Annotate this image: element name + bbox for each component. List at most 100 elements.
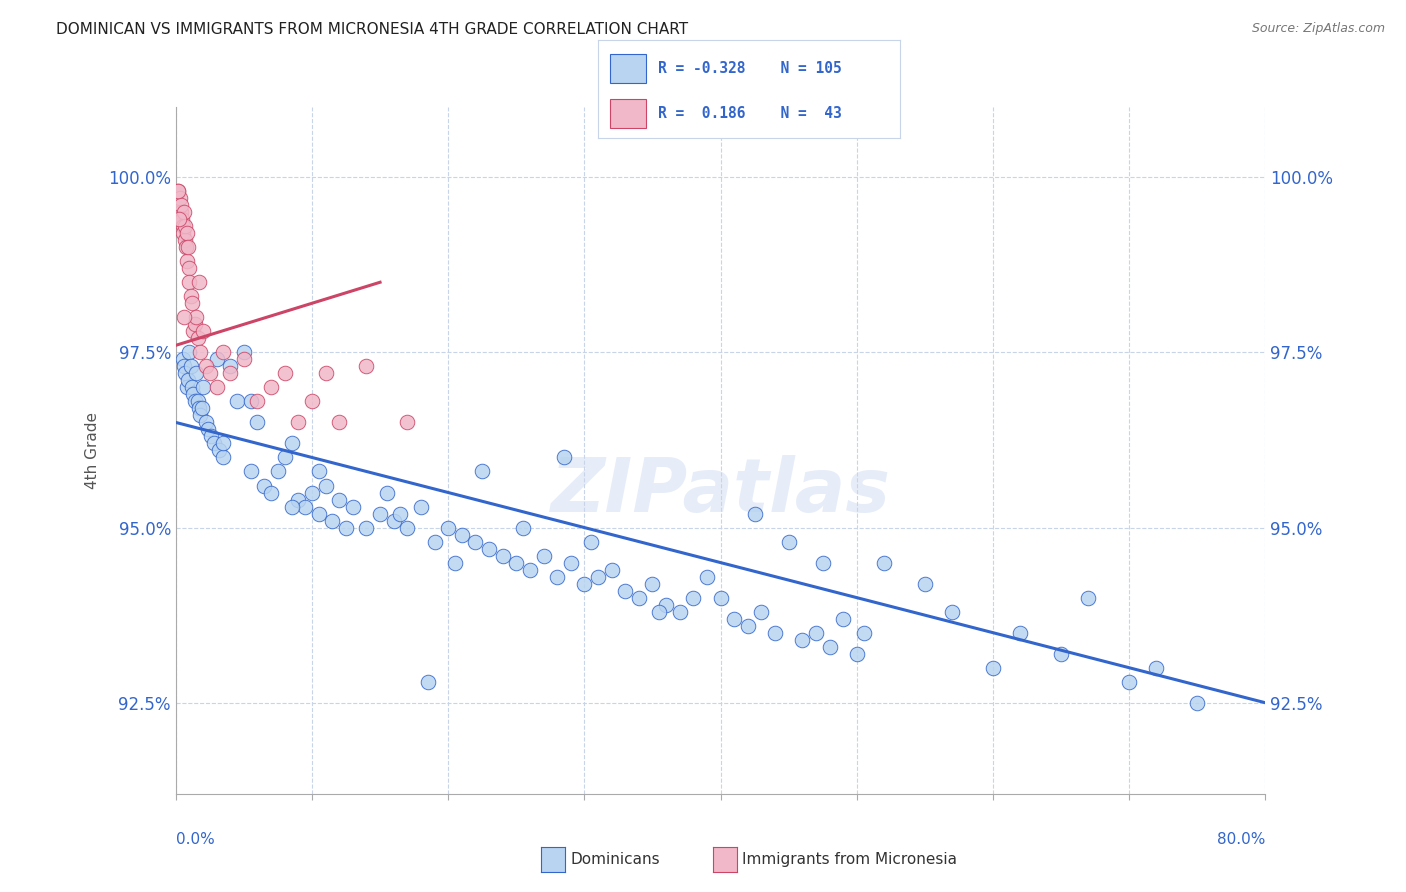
Point <box>416 674 439 689</box>
Point <box>172 219 194 234</box>
Point <box>219 367 242 381</box>
Point <box>941 605 963 619</box>
Point <box>184 394 207 409</box>
Point <box>179 345 201 359</box>
Point <box>246 416 269 430</box>
Point <box>181 296 204 310</box>
Point <box>200 429 222 443</box>
Point <box>274 367 297 381</box>
Point <box>696 569 718 583</box>
Point <box>170 198 193 212</box>
Point <box>981 661 1004 675</box>
Point <box>1010 625 1032 640</box>
Point <box>845 647 868 661</box>
Point <box>389 507 412 521</box>
Point <box>321 514 343 528</box>
Point <box>308 507 330 521</box>
Point <box>212 345 235 359</box>
Point <box>253 478 276 492</box>
Point <box>180 289 202 303</box>
Text: ZIPatlas: ZIPatlas <box>551 455 890 528</box>
Point <box>239 394 262 409</box>
Point <box>183 324 205 338</box>
Point <box>176 380 198 394</box>
Point <box>194 359 217 374</box>
Point <box>239 465 262 479</box>
Point <box>174 240 197 254</box>
Point <box>682 591 704 605</box>
Point <box>212 436 235 450</box>
Point <box>173 310 195 325</box>
Point <box>315 367 337 381</box>
Point <box>186 310 208 325</box>
Point <box>174 219 197 234</box>
Text: 80.0%: 80.0% <box>1218 831 1265 847</box>
Text: R = -0.328    N = 105: R = -0.328 N = 105 <box>658 61 842 76</box>
Point <box>197 422 219 436</box>
Point <box>492 549 515 563</box>
Point <box>396 520 419 534</box>
Text: Immigrants from Micronesia: Immigrants from Micronesia <box>742 853 957 867</box>
Point <box>627 591 650 605</box>
Point <box>1146 661 1168 675</box>
Point <box>723 612 745 626</box>
Point <box>294 500 316 514</box>
Point <box>579 534 602 549</box>
Point <box>167 184 190 198</box>
Point <box>260 380 283 394</box>
Point <box>194 416 217 430</box>
Point <box>478 541 501 556</box>
Point <box>792 632 814 647</box>
Point <box>167 212 190 227</box>
Point <box>181 380 204 394</box>
Point <box>512 520 534 534</box>
Point <box>505 556 527 570</box>
Point <box>560 556 582 570</box>
Point <box>173 205 195 219</box>
Point <box>710 591 733 605</box>
Point <box>169 205 191 219</box>
Text: 0.0%: 0.0% <box>176 831 215 847</box>
Point <box>586 569 609 583</box>
Point <box>274 450 297 465</box>
Point <box>267 465 290 479</box>
Point <box>280 436 302 450</box>
Point <box>173 359 195 374</box>
Point <box>226 394 249 409</box>
Point <box>648 605 671 619</box>
Point <box>205 380 228 394</box>
Point <box>301 485 323 500</box>
Point <box>382 514 405 528</box>
Point <box>184 318 207 332</box>
Point <box>177 373 200 387</box>
Point <box>818 640 841 654</box>
Point <box>177 261 200 276</box>
Point <box>183 387 205 401</box>
Point <box>186 331 209 345</box>
Point <box>811 556 834 570</box>
Point <box>437 520 460 534</box>
Point <box>177 240 200 254</box>
Point <box>409 500 432 514</box>
Text: Source: ZipAtlas.com: Source: ZipAtlas.com <box>1251 22 1385 36</box>
Point <box>205 352 228 367</box>
Point <box>280 500 302 514</box>
Point <box>1077 591 1099 605</box>
Point <box>166 184 188 198</box>
Point <box>396 416 419 430</box>
Point <box>1118 674 1140 689</box>
Point <box>246 394 269 409</box>
Point <box>533 549 555 563</box>
Point <box>335 520 357 534</box>
Point <box>450 527 472 541</box>
Point <box>198 367 221 381</box>
Point <box>471 465 494 479</box>
Point <box>179 275 201 289</box>
Point <box>342 500 364 514</box>
Point <box>778 534 800 549</box>
Point <box>186 367 208 381</box>
Point <box>751 605 773 619</box>
Text: Dominicans: Dominicans <box>571 853 661 867</box>
Point <box>519 563 541 577</box>
Point <box>574 576 596 591</box>
